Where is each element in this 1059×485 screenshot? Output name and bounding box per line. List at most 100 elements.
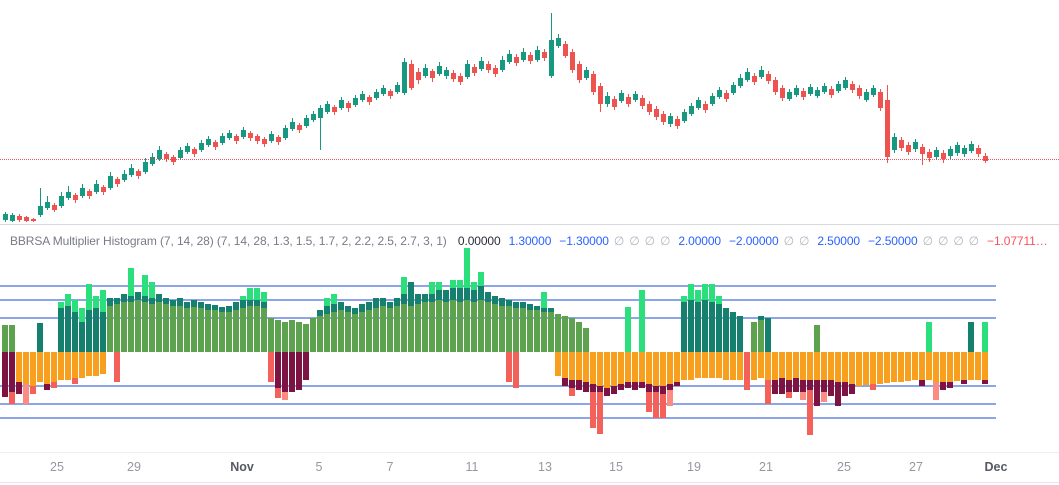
hist-bar-segment	[254, 288, 260, 300]
hist-bar-segment	[436, 300, 442, 352]
hist-bar-segment	[849, 352, 855, 384]
candle-body	[738, 78, 743, 86]
hist-bar-segment	[212, 310, 218, 352]
indicator-title[interactable]: BBRSA Multiplier Histogram	[10, 234, 157, 248]
candle-body	[465, 64, 470, 77]
hist-bar-segment	[737, 352, 743, 380]
hist-bar-segment	[492, 296, 498, 304]
level-line	[0, 299, 996, 301]
hist-bar-segment	[961, 352, 967, 380]
hist-bar-segment	[275, 352, 281, 388]
hist-bar-segment	[583, 382, 589, 392]
pane-divider[interactable]	[0, 224, 1059, 225]
hist-bar-segment	[177, 306, 183, 352]
hist-bar-segment	[513, 302, 519, 308]
candle-body	[710, 96, 715, 104]
hist-bar-segment	[79, 352, 85, 378]
hist-bar-segment	[429, 282, 435, 294]
hist-bar-segment	[590, 352, 596, 384]
hist-bar-segment	[2, 352, 8, 397]
hist-bar-segment	[870, 352, 876, 384]
hist-bar-segment	[149, 304, 155, 352]
hist-bar-segment	[408, 306, 414, 352]
hist-bar-segment	[478, 286, 484, 300]
hist-bar-segment	[583, 328, 589, 352]
candle-body	[185, 146, 190, 152]
candle-body	[983, 156, 988, 161]
candle-body	[773, 80, 778, 92]
candle-body	[45, 202, 50, 208]
hist-bar-segment	[163, 304, 169, 352]
candle-body	[199, 143, 204, 150]
hist-bar-segment	[618, 384, 624, 390]
hist-bar-segment	[485, 292, 491, 302]
hist-bar-segment	[135, 292, 141, 300]
hist-bar-segment	[793, 378, 799, 392]
hist-bar-segment	[121, 302, 127, 352]
hist-bar-segment	[282, 322, 288, 352]
hist-bar-segment	[65, 306, 71, 352]
hist-bar-segment	[352, 308, 358, 314]
candle-body	[304, 118, 309, 126]
hist-bar-segment	[499, 298, 505, 306]
candle-body	[815, 90, 820, 96]
hist-bar-segment	[492, 304, 498, 352]
hist-bar-segment	[387, 308, 393, 352]
time-axis-label: 25	[837, 460, 851, 474]
candle-body	[59, 196, 64, 206]
hist-bar-segment	[576, 380, 582, 390]
hist-bar-segment	[184, 302, 190, 308]
hist-bar-segment	[219, 312, 225, 352]
hist-bar-segment	[450, 300, 456, 352]
hist-bar-segment	[303, 324, 309, 352]
hist-bar-segment	[114, 352, 120, 382]
candle-body	[696, 100, 701, 108]
hist-bar-segment	[765, 380, 771, 404]
hist-bar-segment	[415, 294, 421, 304]
hist-bar-segment	[485, 302, 491, 352]
candle-body	[164, 154, 169, 159]
candle-body	[836, 84, 841, 91]
hist-bar-segment	[58, 302, 64, 308]
hist-bar-segment	[541, 308, 547, 312]
hist-bar-segment	[324, 298, 330, 306]
hist-bar-segment	[387, 302, 393, 308]
candle-body	[101, 187, 106, 192]
hist-bar-segment	[184, 308, 190, 352]
hist-bar-segment	[303, 352, 309, 380]
indicator-status-line[interactable]: BBRSA Multiplier Histogram (7, 14, 28) (…	[10, 233, 1048, 249]
hist-bar-segment	[282, 352, 288, 392]
status-null-value: ∅	[783, 234, 794, 248]
hist-bar-segment	[457, 280, 463, 288]
hist-bar-segment	[240, 308, 246, 352]
hist-bar-segment	[576, 352, 582, 380]
hist-bar-segment	[814, 325, 820, 352]
candle-body	[948, 149, 953, 156]
hist-bar-segment	[128, 268, 134, 296]
candle-body	[241, 130, 246, 137]
hist-bar-segment	[674, 382, 680, 386]
hist-bar-segment	[590, 384, 596, 392]
hist-bar-segment	[205, 310, 211, 352]
hist-bar-segment	[373, 298, 379, 308]
hist-bar-segment	[709, 284, 715, 302]
candle-body	[780, 88, 785, 98]
hist-bar-segment	[331, 312, 337, 352]
candle-body	[444, 70, 449, 76]
hist-bar-segment	[464, 288, 470, 300]
status-null-value: ∅	[644, 234, 655, 248]
hist-bar-segment	[597, 352, 603, 386]
hist-bar-segment	[464, 248, 470, 288]
hist-bar-segment	[667, 384, 673, 390]
hist-bar-segment	[429, 302, 435, 352]
hist-bar-segment	[674, 352, 680, 382]
hist-bar-segment	[835, 352, 841, 382]
candle-body	[122, 174, 127, 180]
hist-bar-segment	[142, 302, 148, 352]
hist-bar-segment	[296, 322, 302, 352]
hist-bar-segment	[156, 294, 162, 302]
hist-bar-segment	[135, 300, 141, 352]
candle-body	[283, 128, 288, 138]
hist-bar-segment	[849, 384, 855, 394]
